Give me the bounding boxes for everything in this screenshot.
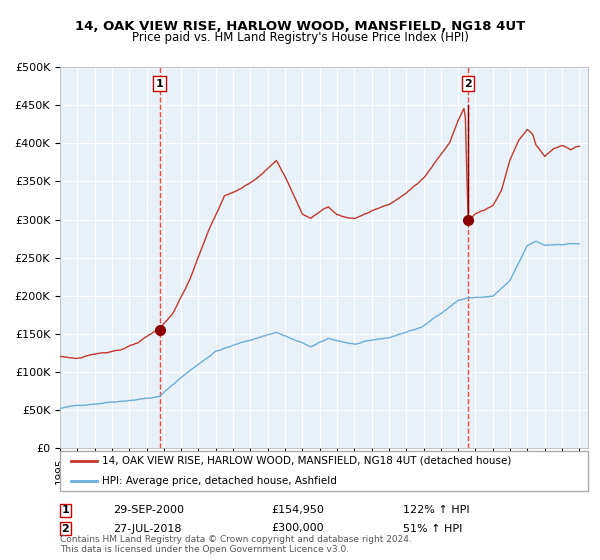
Text: 122% ↑ HPI: 122% ↑ HPI — [403, 505, 470, 515]
Text: 2: 2 — [61, 524, 69, 534]
Text: £154,950: £154,950 — [271, 505, 324, 515]
Text: £300,000: £300,000 — [271, 524, 324, 534]
Text: 2: 2 — [464, 78, 472, 88]
Text: 51% ↑ HPI: 51% ↑ HPI — [403, 524, 463, 534]
Text: 27-JUL-2018: 27-JUL-2018 — [113, 524, 181, 534]
FancyBboxPatch shape — [60, 451, 588, 491]
Text: HPI: Average price, detached house, Ashfield: HPI: Average price, detached house, Ashf… — [102, 476, 337, 486]
Text: 29-SEP-2000: 29-SEP-2000 — [113, 505, 184, 515]
Text: 1: 1 — [61, 505, 69, 515]
Text: 14, OAK VIEW RISE, HARLOW WOOD, MANSFIELD, NG18 4UT: 14, OAK VIEW RISE, HARLOW WOOD, MANSFIEL… — [75, 20, 525, 32]
Text: Contains HM Land Registry data © Crown copyright and database right 2024.
This d: Contains HM Land Registry data © Crown c… — [60, 535, 412, 554]
Text: 1: 1 — [155, 78, 163, 88]
Text: Price paid vs. HM Land Registry's House Price Index (HPI): Price paid vs. HM Land Registry's House … — [131, 31, 469, 44]
Text: 14, OAK VIEW RISE, HARLOW WOOD, MANSFIELD, NG18 4UT (detached house): 14, OAK VIEW RISE, HARLOW WOOD, MANSFIEL… — [102, 456, 512, 466]
